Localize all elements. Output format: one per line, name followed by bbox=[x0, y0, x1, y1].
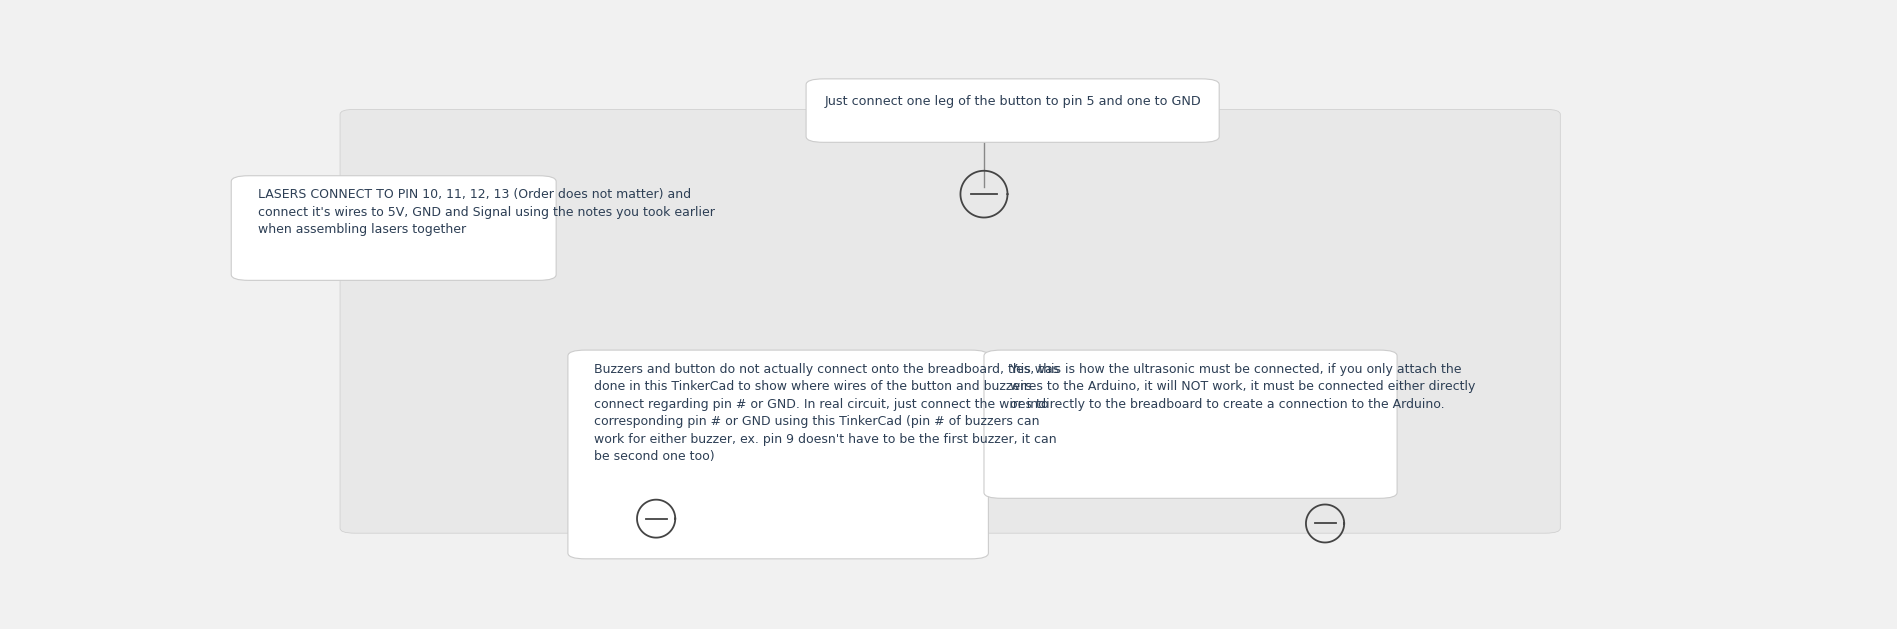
FancyBboxPatch shape bbox=[806, 79, 1220, 142]
FancyBboxPatch shape bbox=[567, 350, 988, 559]
FancyBboxPatch shape bbox=[231, 175, 556, 281]
Text: LASERS CONNECT TO PIN 10, 11, 12, 13 (Order does not matter) and
connect it's wi: LASERS CONNECT TO PIN 10, 11, 12, 13 (Or… bbox=[258, 188, 715, 237]
Text: Just connect one leg of the button to pin 5 and one to GND: Just connect one leg of the button to pi… bbox=[825, 95, 1201, 108]
Text: Buzzers and button do not actually connect onto the breadboard, this was
done in: Buzzers and button do not actually conne… bbox=[594, 363, 1060, 463]
Text: Yes, this is how the ultrasonic must be connected, if you only attach the
wires : Yes, this is how the ultrasonic must be … bbox=[1011, 363, 1476, 411]
FancyBboxPatch shape bbox=[340, 109, 1559, 533]
FancyBboxPatch shape bbox=[985, 350, 1396, 498]
